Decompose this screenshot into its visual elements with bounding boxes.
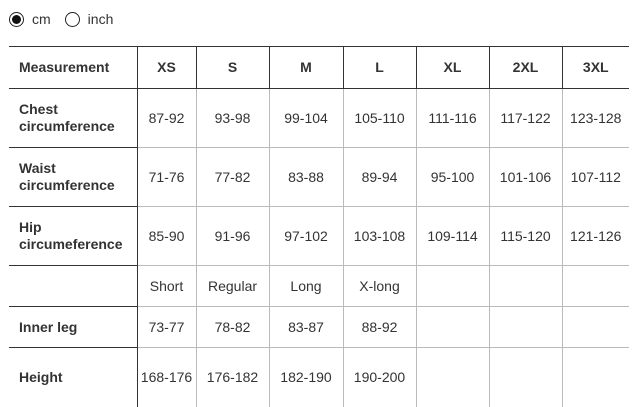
table-cell bbox=[561, 306, 629, 348]
table-cell bbox=[488, 347, 563, 407]
table-cell: 89-94 bbox=[342, 147, 417, 207]
table-cell: 99-104 bbox=[268, 88, 344, 148]
table-cell: 83-88 bbox=[268, 147, 344, 207]
table-cell: 121-126 bbox=[561, 206, 629, 266]
row-label: Inner leg bbox=[9, 306, 138, 348]
table-cell: 101-106 bbox=[488, 147, 563, 207]
header-size: L bbox=[342, 46, 417, 89]
table-row: Chest circumference 87-92 93-98 99-104 105-1… bbox=[9, 88, 629, 148]
unit-label: inch bbox=[87, 11, 114, 27]
radio-selected-icon[interactable] bbox=[9, 11, 24, 27]
header-size: XS bbox=[136, 46, 197, 89]
header-row: Measurement XS S M L XL 2XL 3XL bbox=[9, 46, 629, 89]
table-cell: 78-82 bbox=[195, 306, 270, 348]
table-cell: 107-112 bbox=[561, 147, 629, 207]
header-size: 3XL bbox=[561, 46, 629, 89]
table-cell: 190-200 bbox=[342, 347, 417, 407]
table-cell: Regular bbox=[195, 265, 270, 307]
row-label: Waist circumference bbox=[9, 147, 138, 207]
table-cell bbox=[561, 347, 629, 407]
size-chart-table: Measurement XS S M L XL 2XL 3XL Chest circumfer… bbox=[9, 46, 629, 407]
table-cell: 103-108 bbox=[342, 206, 417, 266]
table-row: Hip circumeference 85-90 91-96 97-102 103-10… bbox=[9, 206, 629, 266]
table-cell: 85-90 bbox=[136, 206, 197, 266]
header-size: 2XL bbox=[488, 46, 563, 89]
unit-selector: cm inch bbox=[9, 11, 127, 27]
table-cell: Long bbox=[268, 265, 344, 307]
radio-unselected-icon[interactable] bbox=[64, 11, 80, 27]
header-size: M bbox=[268, 46, 344, 89]
table-cell: 95-100 bbox=[415, 147, 490, 207]
table-cell: 109-114 bbox=[415, 206, 490, 266]
table-cell: 91-96 bbox=[195, 206, 270, 266]
table-cell: 93-98 bbox=[195, 88, 270, 148]
unit-label: cm bbox=[32, 11, 51, 27]
table-cell: Short bbox=[136, 265, 197, 307]
table-cell: 168-176 bbox=[136, 347, 197, 407]
table-cell: 87-92 bbox=[136, 88, 197, 148]
table-cell: X-long bbox=[342, 265, 417, 307]
table-row: Short Regular Long X-long bbox=[9, 265, 629, 307]
table-cell: 88-92 bbox=[342, 306, 417, 348]
table-cell: 83-87 bbox=[268, 306, 344, 348]
table-row: Inner leg 73-77 78-82 83-87 88-92 bbox=[9, 306, 629, 348]
header-size: S bbox=[195, 46, 270, 89]
table-cell: 111-116 bbox=[415, 88, 490, 148]
row-label: Hip circumeference bbox=[9, 206, 138, 266]
table-cell bbox=[415, 306, 490, 348]
table-cell: 123-128 bbox=[561, 88, 629, 148]
table-cell bbox=[415, 347, 490, 407]
unit-option-inch[interactable]: inch bbox=[64, 11, 114, 27]
table-cell: 115-120 bbox=[488, 206, 563, 266]
table-cell: 182-190 bbox=[268, 347, 344, 407]
table-cell bbox=[488, 265, 563, 307]
unit-option-cm[interactable]: cm bbox=[9, 11, 51, 27]
row-label bbox=[9, 265, 138, 307]
table-cell bbox=[488, 306, 563, 348]
table-cell: 77-82 bbox=[195, 147, 270, 207]
table-cell bbox=[561, 265, 629, 307]
table-cell: 117-122 bbox=[488, 88, 563, 148]
table-cell: 176-182 bbox=[195, 347, 270, 407]
table-cell: 105-110 bbox=[342, 88, 417, 148]
header-measurement: Measurement bbox=[9, 46, 138, 89]
table-cell: 97-102 bbox=[268, 206, 344, 266]
row-label: Height bbox=[9, 347, 138, 407]
table-row: Waist circumference 71-76 77-82 83-88 89-94 9… bbox=[9, 147, 629, 207]
table-cell: 71-76 bbox=[136, 147, 197, 207]
header-size: XL bbox=[415, 46, 490, 89]
table-row: Height 168-176 176-182 182-190 190-200 bbox=[9, 347, 629, 407]
table-cell bbox=[415, 265, 490, 307]
table-cell: 73-77 bbox=[136, 306, 197, 348]
row-label: Chest circumference bbox=[9, 88, 138, 148]
